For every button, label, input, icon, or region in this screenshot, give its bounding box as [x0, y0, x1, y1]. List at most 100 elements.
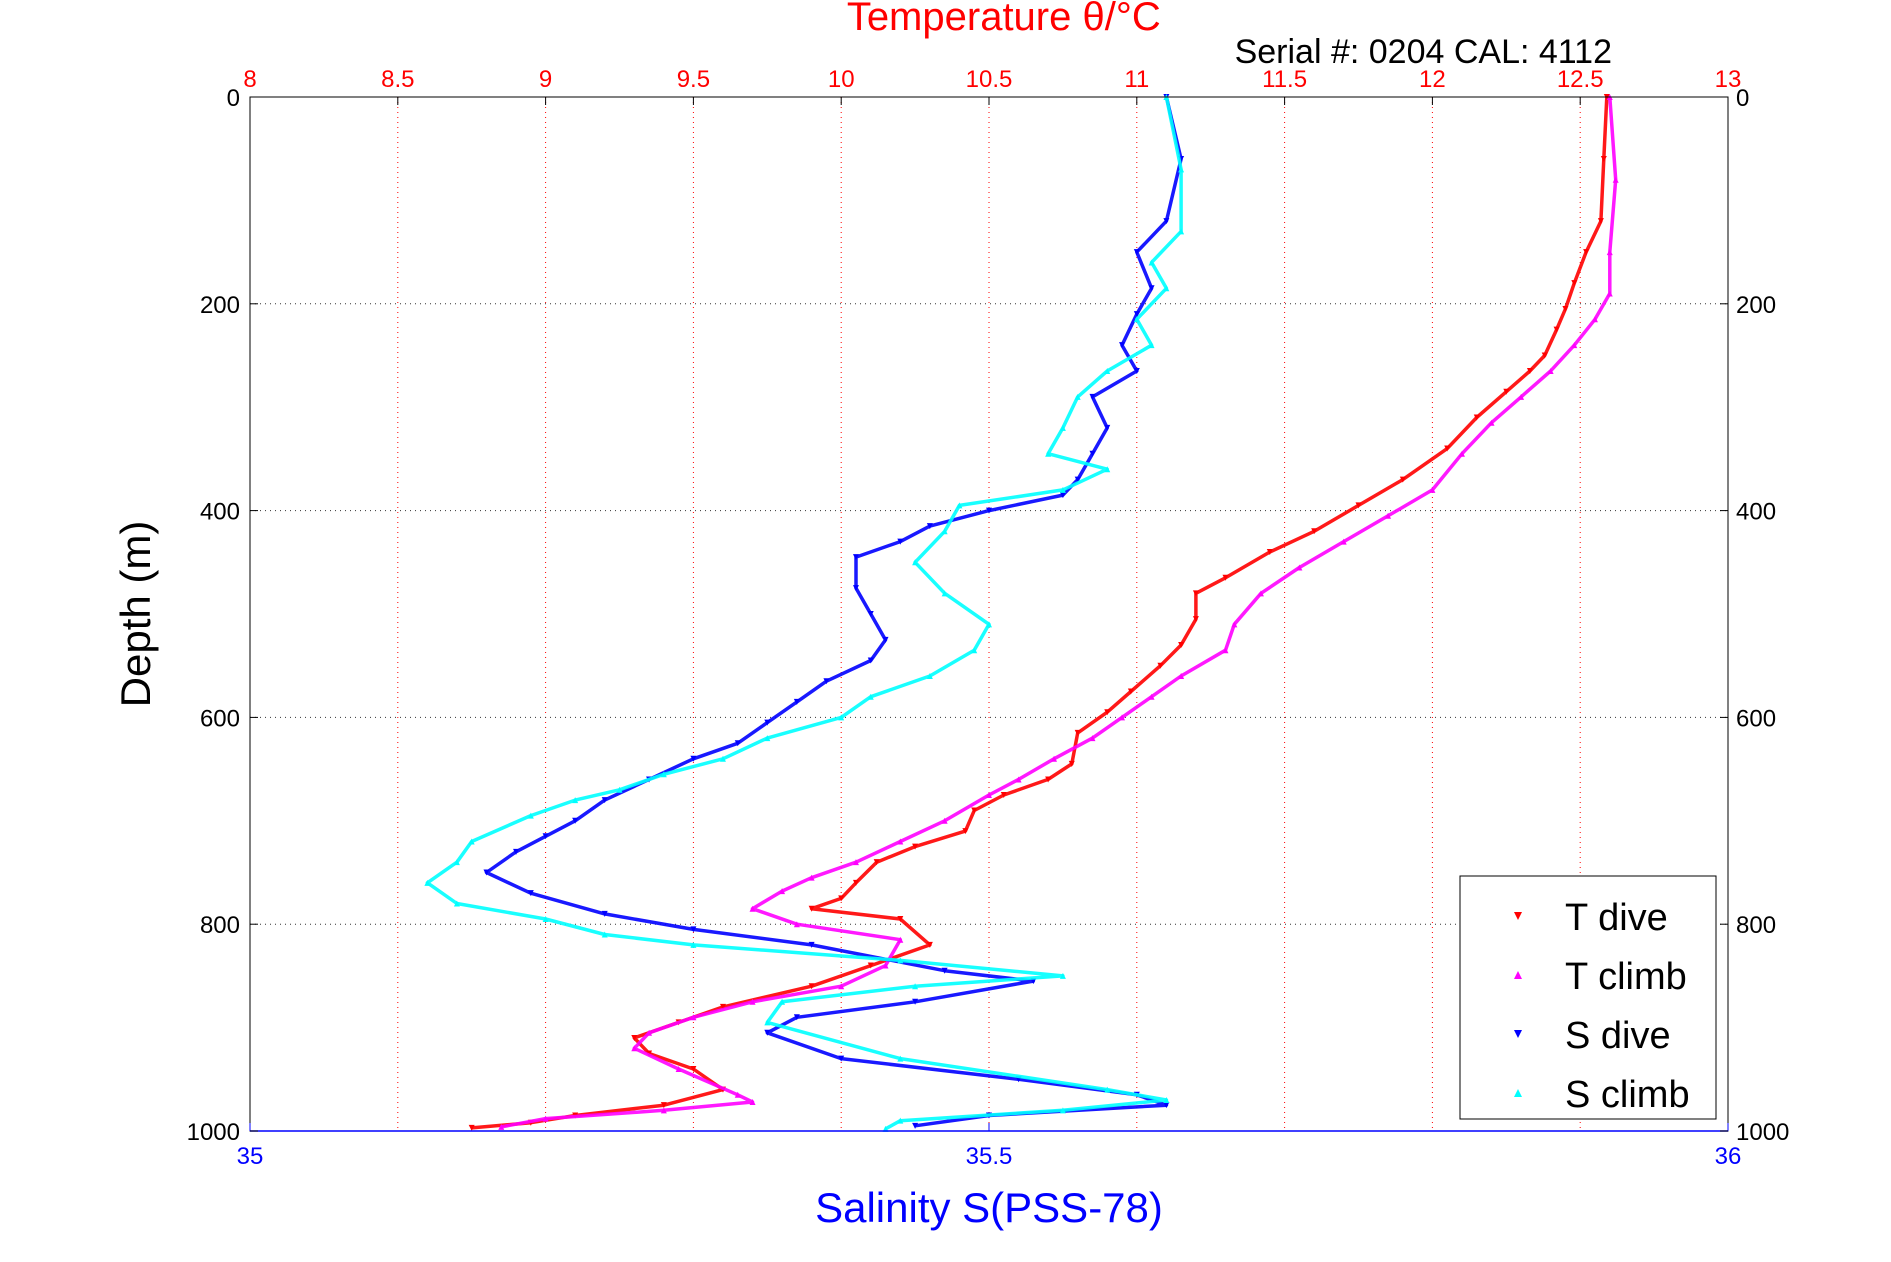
data-point [1444, 445, 1451, 452]
data-point [1192, 590, 1199, 597]
data-point [1163, 285, 1170, 292]
temp-tick-label: 8.5 [381, 66, 414, 93]
data-point [483, 869, 490, 876]
data-point [1133, 316, 1140, 323]
data-point [779, 998, 786, 1005]
data-point [1059, 492, 1066, 499]
legend-label: T dive [1565, 897, 1668, 939]
data-point [646, 1029, 653, 1036]
data-point [852, 879, 859, 886]
legend-marker [1514, 971, 1522, 979]
temp-tick-label: 10.5 [966, 66, 1013, 93]
data-point [1503, 388, 1510, 395]
data-point [1089, 450, 1096, 457]
data-point [912, 1122, 919, 1129]
data-point [1526, 368, 1533, 375]
data-point [631, 1045, 638, 1052]
data-point [867, 962, 874, 969]
data-point [1104, 424, 1111, 431]
data-point [1148, 693, 1155, 700]
data-point [601, 910, 608, 917]
data-point [912, 998, 919, 1005]
data-point [897, 838, 904, 845]
tick-layer: 8 8.5 9 9.5 10 10.5 11 11.5 12 12.5 13 35 35.5 36 0 0 20… [187, 66, 1790, 1170]
data-point [424, 879, 431, 886]
data-point [793, 1014, 800, 1021]
depth-tick-label-left: 600 [200, 705, 240, 732]
data-point [675, 1065, 682, 1072]
data-point [793, 921, 800, 928]
data-point [1119, 342, 1126, 349]
chart-subtitle: Serial #: 0204 CAL: 4112 [1235, 33, 1612, 71]
data-point [1148, 342, 1155, 349]
data-point [690, 926, 697, 933]
data-point [1518, 393, 1525, 400]
data-point [1606, 249, 1613, 256]
data-point [897, 538, 904, 545]
depth-tick-label-left: 0 [227, 85, 240, 112]
data-point [1074, 476, 1081, 483]
sal-tick-label: 35 [237, 1143, 264, 1170]
data-point [1104, 368, 1111, 375]
data-point [1178, 642, 1185, 649]
data-point [1045, 776, 1052, 783]
temp-tick-label: 9.5 [677, 66, 710, 93]
data-point [1133, 249, 1140, 256]
data-point [986, 621, 992, 628]
data-point [793, 698, 800, 705]
data-point [838, 983, 845, 990]
temp-tick-label: 11 [1124, 66, 1149, 93]
temp-tick-label: 8 [243, 66, 256, 93]
series-layer [424, 94, 1619, 1132]
data-point [823, 678, 830, 685]
data-point [1089, 735, 1096, 742]
data-point [660, 1102, 667, 1109]
series-trace [425, 96, 1183, 1131]
data-point [601, 931, 608, 938]
data-point [1068, 760, 1075, 767]
data-point [838, 714, 845, 721]
data-point [1074, 729, 1081, 736]
data-point [897, 957, 904, 964]
data-point [956, 502, 963, 509]
data-point [1612, 176, 1619, 183]
data-point [808, 905, 815, 912]
data-point [1015, 776, 1022, 783]
data-point [852, 859, 859, 866]
data-point [1157, 662, 1164, 669]
data-point [572, 797, 579, 804]
data-point [926, 523, 933, 530]
data-point [660, 771, 667, 778]
data-point [1296, 564, 1303, 571]
data-point [1571, 342, 1578, 349]
data-point [1547, 368, 1554, 375]
data-point [1104, 1086, 1111, 1093]
data-point [1127, 688, 1134, 695]
data-point [498, 1123, 505, 1130]
data-point [1104, 709, 1111, 716]
data-point [1231, 621, 1238, 628]
depth-tick-label-left: 800 [200, 912, 240, 939]
data-point [926, 673, 933, 680]
data-point [1148, 259, 1155, 266]
temp-tick-label: 10 [828, 66, 855, 93]
data-point [660, 1107, 667, 1114]
data-point [962, 828, 969, 835]
data-point [764, 719, 771, 726]
data-point [1059, 1107, 1066, 1114]
data-point [1562, 305, 1569, 312]
data-point [838, 895, 845, 902]
series-trace [484, 96, 1183, 1128]
data-point [882, 962, 889, 969]
data-point [1178, 673, 1185, 680]
data-point [1045, 450, 1052, 457]
data-point [986, 791, 992, 798]
data-point [513, 848, 520, 855]
data-point [971, 647, 978, 654]
sal-tick-label: 36 [1715, 1143, 1742, 1170]
data-point [601, 797, 608, 804]
chart-title: Temperature θ/°C [847, 0, 1161, 39]
data-point [912, 559, 919, 566]
legend-marker [1514, 1030, 1522, 1038]
data-point [1600, 156, 1607, 163]
